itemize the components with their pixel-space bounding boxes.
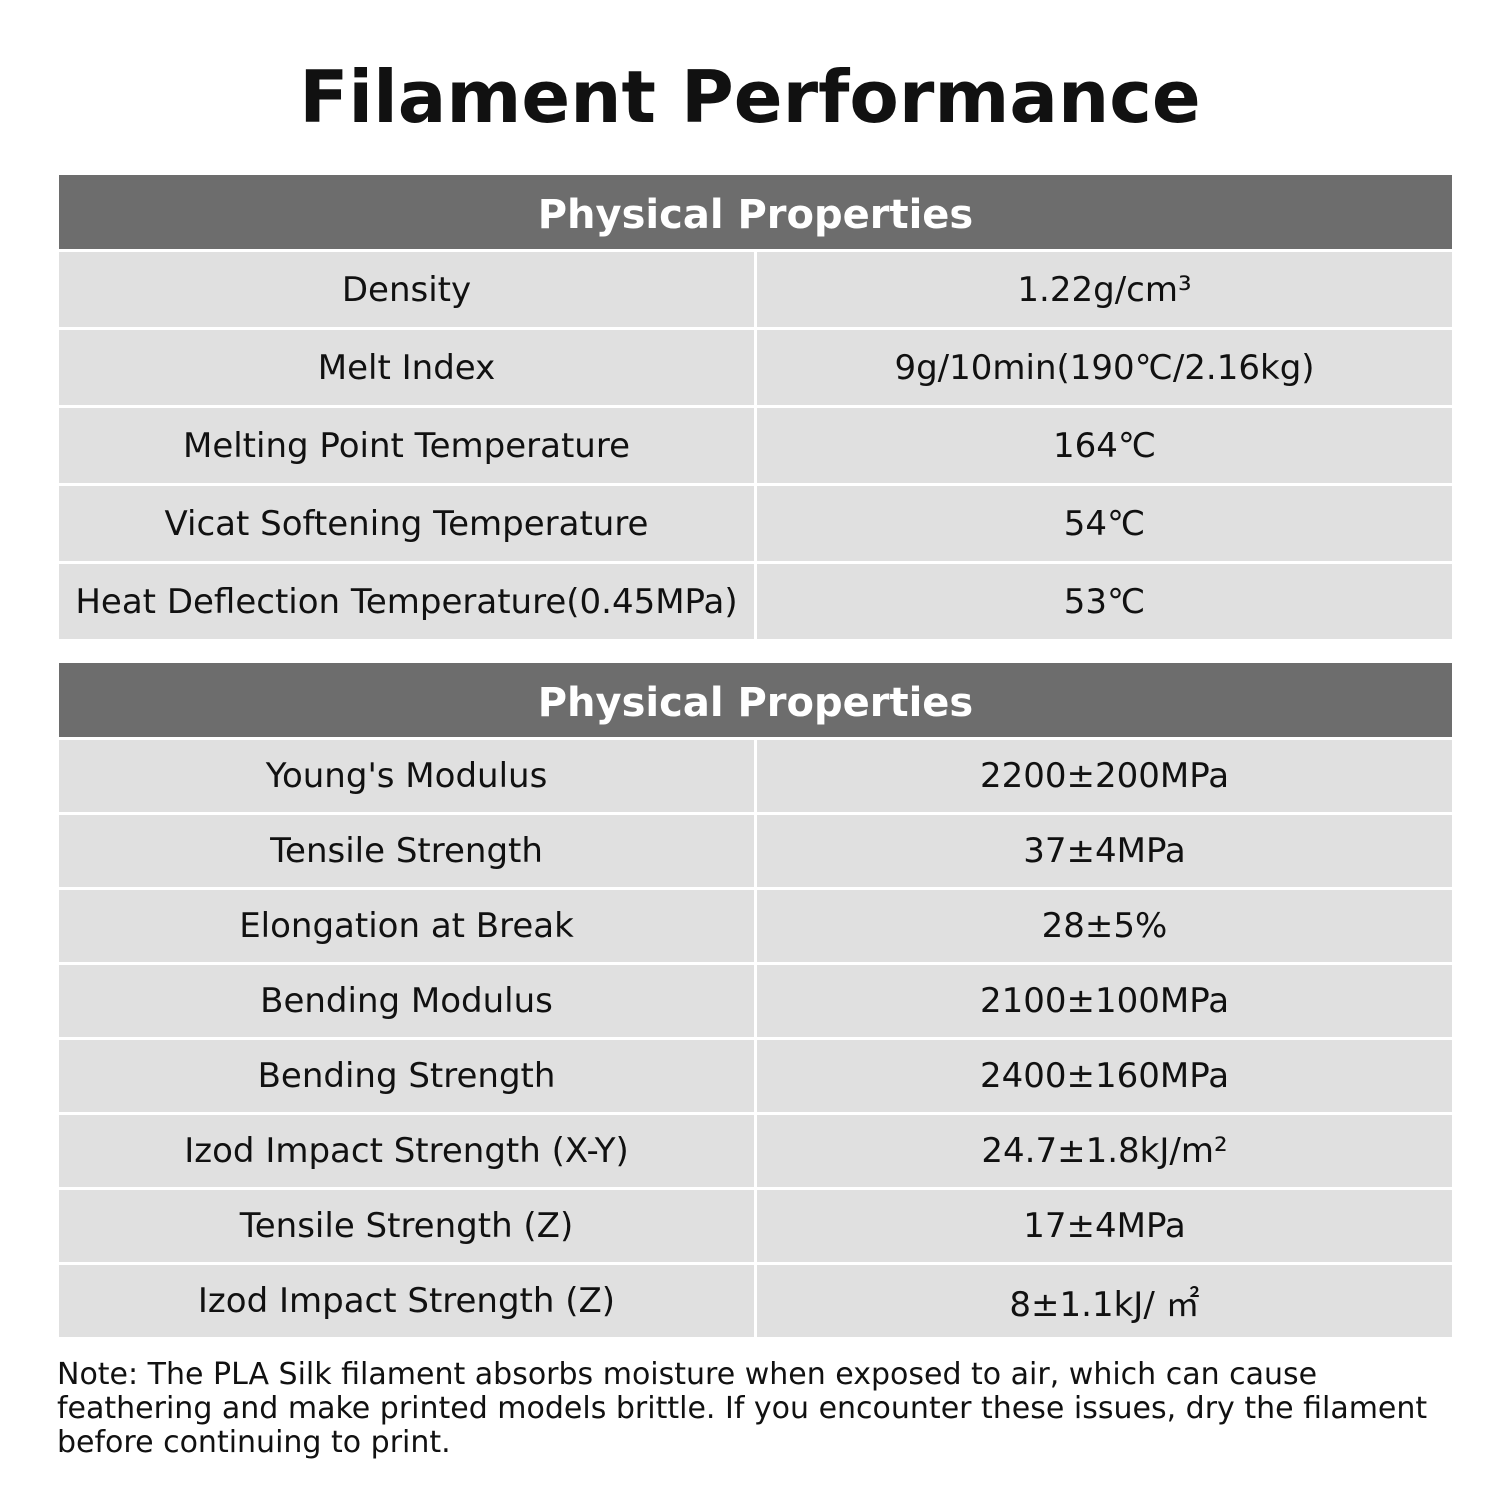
- property-name: Density: [59, 252, 754, 327]
- property-name: Izod Impact Strength (X-Y): [59, 1115, 754, 1187]
- table-row: Melting Point Temperature 164℃: [59, 408, 1452, 483]
- table-row: Bending Modulus 2100±100MPa: [59, 965, 1452, 1037]
- property-name: Bending Strength: [59, 1040, 754, 1112]
- table-row: Young's Modulus 2200±200MPa: [59, 740, 1452, 812]
- note: Note: The PLA Silk filament absorbs mois…: [57, 1357, 1428, 1460]
- table-row: Tensile Strength (Z) 17±4MPa: [59, 1190, 1452, 1262]
- table-row: Izod Impact Strength (Z) 8±1.1kJ/ ㎡: [59, 1265, 1452, 1337]
- property-name: Young's Modulus: [59, 740, 754, 812]
- property-name: Melt Index: [59, 330, 754, 405]
- page-title: Filament Performance: [299, 55, 1201, 139]
- property-value: 2100±100MPa: [757, 965, 1452, 1037]
- property-name: Heat Deflection Temperature(0.45MPa): [59, 564, 754, 639]
- property-name: Izod Impact Strength (Z): [59, 1265, 754, 1337]
- property-value: 2400±160MPa: [757, 1040, 1452, 1112]
- property-value: 164℃: [757, 408, 1452, 483]
- table-header: Physical Properties: [59, 663, 1452, 737]
- table-header: Physical Properties: [59, 175, 1452, 249]
- property-value: 28±5%: [757, 890, 1452, 962]
- property-name: Elongation at Break: [59, 890, 754, 962]
- property-value: 9g/10min(190℃/2.16kg): [757, 330, 1452, 405]
- property-value: 24.7±1.8kJ/m²: [757, 1115, 1452, 1187]
- table-row: Density 1.22g/cm³: [59, 252, 1452, 327]
- property-value: 53℃: [757, 564, 1452, 639]
- table-row: Melt Index 9g/10min(190℃/2.16kg): [59, 330, 1452, 405]
- table-row: Bending Strength 2400±160MPa: [59, 1040, 1452, 1112]
- table-row: Tensile Strength 37±4MPa: [59, 815, 1452, 887]
- property-value: 54℃: [757, 486, 1452, 561]
- property-value: 2200±200MPa: [757, 740, 1452, 812]
- property-value: 8±1.1kJ/ ㎡: [757, 1265, 1452, 1337]
- table-row: Elongation at Break 28±5%: [59, 890, 1452, 962]
- property-name: Tensile Strength: [59, 815, 754, 887]
- property-name: Tensile Strength (Z): [59, 1190, 754, 1262]
- table-row: Vicat Softening Temperature 54℃: [59, 486, 1452, 561]
- property-name: Vicat Softening Temperature: [59, 486, 754, 561]
- table-row: Izod Impact Strength (X-Y) 24.7±1.8kJ/m²: [59, 1115, 1452, 1187]
- table: Physical Properties Young's Modulus 2200±2…: [59, 663, 1452, 1337]
- property-value: 1.22g/cm³: [757, 252, 1452, 327]
- table-row: Heat Deflection Temperature(0.45MPa) 53℃: [59, 564, 1452, 639]
- property-value: 37±4MPa: [757, 815, 1452, 887]
- property-value: 17±4MPa: [757, 1190, 1452, 1262]
- property-name: Melting Point Temperature: [59, 408, 754, 483]
- property-name: Bending Modulus: [59, 965, 754, 1037]
- table: Physical Properties Density 1.22g/cm³ Melt …: [59, 175, 1452, 639]
